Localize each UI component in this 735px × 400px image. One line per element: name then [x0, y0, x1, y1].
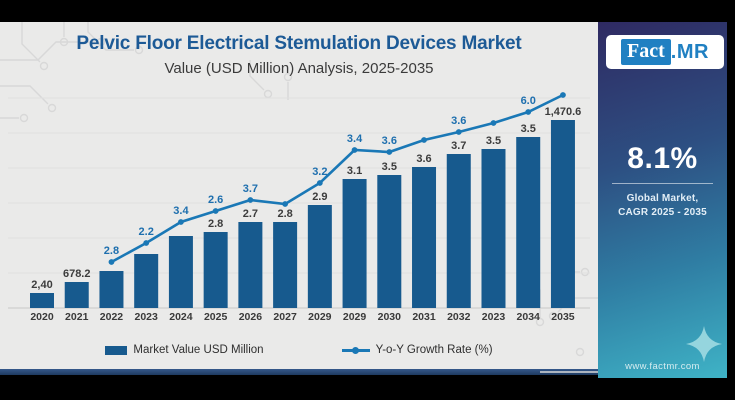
chart-legend: Market Value USD Million Y-o-Y Growth Ra… [0, 344, 598, 356]
growth-line-series: 2.8 2.2 3.4 2.6 3.7 3.2 3.4 3.6 3.6 6.0 [104, 92, 566, 265]
growth-point-2 [108, 259, 115, 265]
x-axis-label-15: 2035 [551, 311, 575, 323]
growth-line [110, 93, 564, 264]
panel-divider [612, 183, 713, 184]
x-axis-label-9: 2029 [343, 311, 367, 323]
bar-value-label-10: 3.5 [382, 161, 397, 173]
x-axis-label-13: 2023 [482, 311, 506, 323]
bar-4-2024 [168, 236, 193, 308]
growth-point-7 [282, 201, 289, 207]
growth-point-11 [421, 137, 427, 143]
growth-point-4 [178, 219, 184, 225]
growth-value-label-2: 2.8 [104, 245, 119, 257]
bar-5-2025 [203, 232, 228, 308]
growth-value-label-10: 3.6 [382, 135, 397, 147]
legend-label-market-value: Market Value USD Million [133, 344, 264, 356]
bar-value-label-5: 2.8 [208, 218, 223, 230]
bar-value-label-8: 2.9 [312, 191, 327, 203]
bar-value-label-7: 2.8 [277, 208, 292, 220]
x-axis-label-12: 2032 [447, 311, 471, 323]
chart-title: Pelvic Floor Electrical Stemulation Devi… [76, 33, 522, 54]
x-axis-label-1: 2021 [65, 311, 89, 323]
growth-value-label-6: 3.7 [243, 183, 258, 195]
x-axis-label-2: 2022 [100, 311, 124, 323]
bar-value-label-13: 3.5 [486, 135, 501, 147]
bar-8-2029 [307, 205, 332, 308]
bar-value-label-15: 1,470.6 [545, 106, 582, 118]
cagr-caption: Global Market, CAGR 2025 - 2035 [598, 192, 727, 219]
x-axis-label-7: 2027 [273, 311, 297, 323]
legend-item-market-value: Market Value USD Million [105, 344, 264, 356]
growth-value-label-14: 6.0 [521, 95, 536, 107]
bar-7-2027 [273, 222, 298, 308]
bar-2-2022 [99, 271, 124, 308]
growth-point-10 [386, 149, 393, 155]
growth-value-label-3: 2.2 [139, 226, 154, 238]
brand-panel: Fact .MR 8.1% Global Market, CAGR 2025 -… [598, 22, 727, 378]
bar-value-label-14: 3.5 [521, 123, 536, 135]
x-axis-label-4: 2024 [169, 311, 193, 323]
line-dot-marker-icon [341, 346, 370, 355]
growth-value-label-9: 3.4 [347, 133, 363, 145]
content-bottom-border [0, 369, 598, 375]
growth-point-9 [351, 147, 358, 153]
bar-3-2023 [134, 254, 159, 308]
website-url: www.factmr.com [625, 361, 700, 372]
cagr-caption-line1: Global Market, [626, 193, 699, 204]
x-axis-label-3: 2023 [135, 311, 159, 323]
bar-11-2031 [412, 167, 437, 308]
legend-item-growth-rate: Y-o-Y Growth Rate (%) [341, 344, 493, 356]
cagr-caption-line2: CAGR 2025 - 2035 [618, 206, 707, 218]
legend-label-growth-rate: Y-o-Y Growth Rate (%) [375, 344, 493, 356]
bar-10-2030 [377, 175, 402, 308]
bar-series [30, 120, 575, 308]
sparkle-icon [686, 326, 722, 362]
logo-fact-text: Fact [621, 39, 671, 65]
logo-mr-text: .MR [670, 40, 709, 63]
growth-point-3 [143, 240, 150, 246]
chart-area: Pelvic Floor Electrical Stemulation Devi… [0, 22, 598, 375]
bar-14-2034 [516, 137, 541, 308]
bar-value-label-0: 2,40 [31, 279, 52, 291]
x-axis-label-6: 2026 [239, 311, 263, 323]
bar-value-label-1: 678.2 [63, 268, 91, 280]
bar-value-labels: 2,40 678.2 2.8 2.7 2.8 2.9 3.1 3.5 3.6 3.7 3.5 3.5 1… [31, 106, 581, 291]
growth-point-13 [490, 120, 497, 126]
bar-line-chart: 2020 2021 2022 2023 2024 2025 2026 2027 2029 2029… [8, 92, 590, 323]
bar-swatch-icon [105, 345, 128, 355]
x-axis-label-8: 2029 [308, 311, 332, 323]
x-axis-label-5: 2025 [204, 311, 228, 323]
growth-value-label-5: 2.6 [208, 194, 223, 206]
bar-value-label-11: 3.6 [416, 153, 431, 165]
growth-point-12 [455, 129, 462, 135]
bar-6-2026 [238, 222, 263, 308]
growth-point-5 [212, 208, 219, 214]
x-axis-labels: 2020 2021 2022 2023 2024 2025 2026 2027 2029 2029… [30, 311, 574, 323]
bar-1-2021 [64, 282, 89, 308]
growth-value-label-12: 3.6 [451, 115, 466, 127]
growth-point-15 [560, 92, 566, 98]
growth-value-label-8: 3.2 [312, 166, 327, 178]
growth-point-6 [247, 197, 254, 203]
x-axis-label-14: 2034 [517, 311, 541, 323]
bar-0-2020 [30, 293, 54, 308]
growth-point-14 [525, 109, 532, 115]
chart-subtitle: Value (USD Million) Analysis, 2025-2035 [164, 60, 434, 77]
growth-value-label-4: 3.4 [173, 205, 189, 217]
cagr-value: 8.1% [627, 142, 698, 175]
growth-point-8 [316, 180, 323, 186]
bar-13-2023 [481, 149, 506, 308]
bar-value-label-9: 3.1 [347, 165, 362, 177]
bar-15-2035 [550, 120, 575, 308]
bar-value-label-12: 3.7 [451, 140, 466, 152]
bar-9-2029 [342, 179, 367, 308]
bar-value-label-6: 2.7 [243, 208, 258, 220]
x-axis-label-10: 2030 [378, 311, 402, 323]
x-axis-label-0: 2020 [30, 311, 54, 323]
factmr-logo: Fact .MR [606, 35, 724, 69]
bar-12-2032 [446, 154, 471, 308]
x-axis-label-11: 2031 [412, 311, 436, 323]
